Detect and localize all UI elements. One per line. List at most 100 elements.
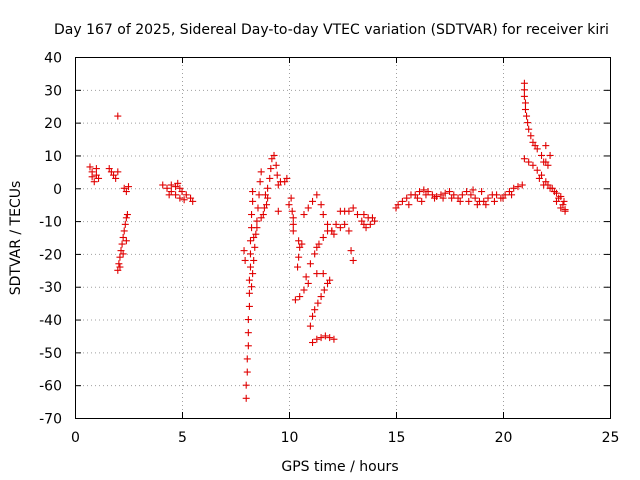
data-point: [266, 174, 274, 182]
data-point: [274, 207, 282, 215]
data-point: [471, 194, 479, 202]
data-point: [560, 197, 568, 205]
data-point: [465, 197, 473, 205]
data-point: [458, 191, 466, 199]
data-point: [300, 211, 308, 219]
data-point: [251, 243, 259, 251]
data-point: [256, 178, 264, 186]
y-tick-label: -20: [39, 247, 62, 263]
y-tick-label: 10: [44, 149, 62, 165]
data-point: [422, 191, 430, 199]
data-point: [347, 247, 355, 255]
data-point: [518, 181, 526, 189]
data-point: [249, 188, 257, 196]
data-point: [535, 174, 543, 182]
data-point: [520, 86, 528, 94]
data-point: [311, 306, 319, 314]
data-point: [469, 186, 477, 194]
data-point: [246, 250, 254, 258]
data-point: [302, 273, 310, 281]
data-point: [118, 240, 126, 248]
data-point: [122, 188, 130, 196]
data-point: [306, 260, 314, 268]
data-point: [270, 151, 278, 159]
data-point: [332, 220, 340, 228]
data-point: [324, 220, 332, 228]
data-point: [165, 191, 173, 199]
x-tick-label: 5: [178, 430, 187, 446]
data-point: [242, 394, 250, 402]
y-tick-label: -40: [39, 313, 62, 329]
data-point: [349, 256, 357, 264]
data-point: [119, 250, 127, 258]
data-point: [548, 184, 556, 192]
y-tick-label: -70: [39, 412, 62, 428]
data-point: [295, 237, 303, 245]
data-point: [473, 201, 481, 209]
x-axis-label: GPS time / hours: [281, 459, 398, 475]
data-point: [431, 194, 439, 202]
data-point: [317, 201, 325, 209]
data-point: [116, 253, 124, 261]
data-point: [288, 207, 296, 215]
data-point: [250, 234, 258, 241]
y-tick-label: 0: [53, 182, 62, 198]
data-point: [314, 299, 322, 307]
data-point: [167, 181, 175, 189]
data-point: [249, 197, 257, 205]
chart-title: Day 167 of 2025, Sidereal Day-to-day VTE…: [54, 22, 609, 38]
data-point: [287, 194, 295, 202]
data-point: [553, 189, 560, 197]
data-point: [360, 211, 368, 219]
data-point: [525, 158, 533, 166]
y-tick-label: -10: [39, 215, 62, 231]
data-point: [520, 79, 528, 87]
data-point: [319, 234, 327, 241]
data-point: [285, 201, 293, 209]
data-point: [88, 173, 96, 181]
data-point: [283, 174, 291, 182]
data-point: [294, 263, 302, 271]
data-point: [245, 302, 253, 310]
x-tick-label: 10: [281, 430, 299, 446]
data-point: [420, 186, 428, 194]
y-tick-label: 30: [44, 83, 62, 99]
data-point: [291, 296, 299, 304]
data-point: [116, 263, 124, 271]
data-point: [119, 234, 127, 241]
plot-frame: [75, 57, 611, 419]
data-point: [493, 191, 501, 199]
grid-lines: [75, 57, 610, 418]
x-tick-label: 20: [495, 430, 513, 446]
data-point: [298, 240, 306, 248]
data-point: [257, 168, 265, 176]
data-point: [394, 201, 402, 209]
data-point: [366, 220, 374, 228]
data-point: [309, 197, 317, 205]
data-point: [345, 227, 353, 235]
data-point: [544, 181, 552, 189]
data-point: [248, 211, 256, 219]
data-point: [478, 188, 486, 196]
y-axis-label: SDTVAR / TECUs: [8, 181, 24, 296]
data-point: [319, 270, 327, 278]
data-point: [416, 188, 424, 196]
data-point: [289, 220, 297, 228]
data-point: [533, 166, 541, 174]
data-point: [114, 168, 122, 176]
data-point: [254, 204, 262, 212]
data-point: [304, 279, 312, 287]
data-point: [248, 283, 256, 291]
data-point: [172, 191, 180, 199]
data-point: [180, 196, 188, 204]
data-point: [122, 214, 130, 222]
data-point: [520, 155, 528, 163]
data-point: [174, 179, 182, 187]
data-point: [418, 197, 426, 205]
data-point: [499, 194, 507, 202]
data-point: [309, 339, 317, 347]
data-point: [246, 237, 254, 245]
data-point: [542, 142, 550, 150]
data-point: [263, 201, 271, 209]
